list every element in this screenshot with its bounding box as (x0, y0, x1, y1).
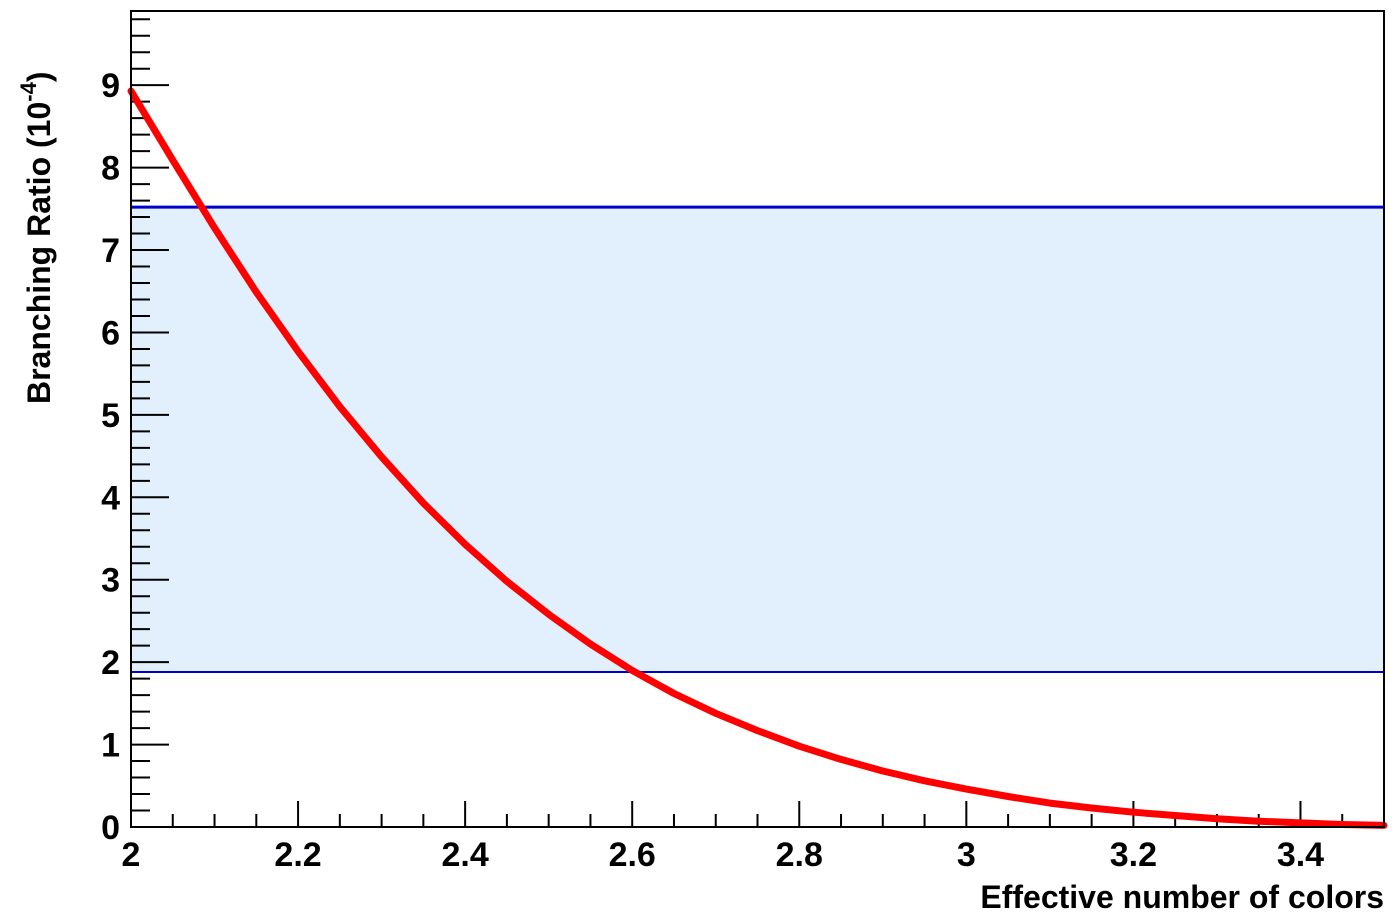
x-tick-label: 2.2 (274, 836, 321, 874)
x-axis-title: Effective number of colors (980, 879, 1384, 915)
y-tick-label: 0 (101, 809, 120, 847)
series-curve (127, 87, 1388, 829)
y-tick-label: 2 (101, 644, 120, 682)
x-tick-label: 3 (957, 836, 976, 874)
x-tick-label: 2 (122, 836, 141, 874)
x-tick-label: 2.6 (609, 836, 656, 874)
y-axis-title: Branching Ratio (10-4) (16, 72, 57, 404)
curve-layer (127, 87, 1388, 829)
y-tick-label: 5 (101, 397, 120, 435)
x-tick-label: 2.8 (776, 836, 823, 874)
x-tick-label: 2.4 (442, 836, 489, 874)
y-tick-label: 8 (101, 150, 120, 188)
y-axis-title-close: ) (21, 72, 57, 83)
band-fill (131, 207, 1384, 673)
plot-frame (130, 10, 1385, 828)
y-tick-label: 4 (101, 479, 120, 517)
labels-layer: 2 2.2 2.4 2.6 2.8 3 3.2 3.4 0 1 2 3 4 5 6 7 8 9 (101, 67, 1324, 874)
y-tick-label: 6 (101, 314, 120, 352)
y-axis-title-exponent: -4 (16, 81, 41, 101)
x-tick-label: 3.4 (1277, 836, 1324, 874)
band-layer (131, 205, 1384, 674)
x-tick-label: 3.2 (1110, 836, 1157, 874)
y-tick-label: 1 (101, 727, 120, 765)
y-axis-title-main: Branching Ratio (10 (21, 102, 57, 404)
y-tick-label: 7 (101, 232, 120, 270)
y-tick-label: 9 (101, 67, 120, 105)
y-tick-label: 3 (101, 562, 120, 600)
